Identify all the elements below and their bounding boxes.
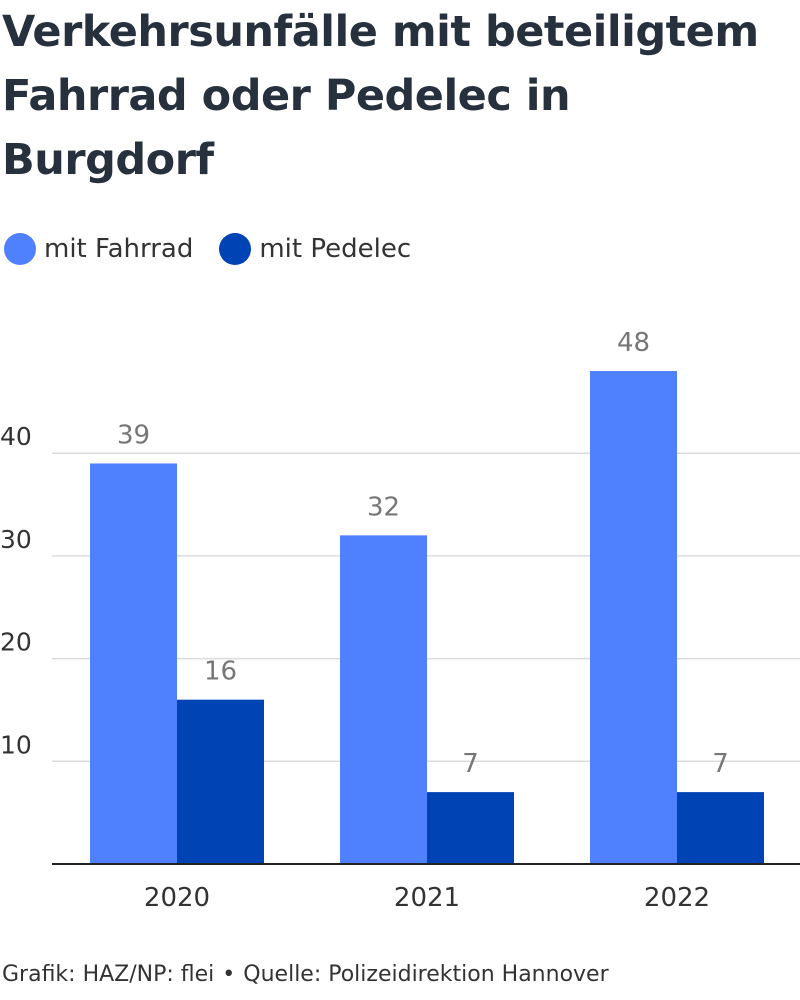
bar (590, 371, 677, 864)
legend-item-pedelec: mit Pedelec (219, 233, 411, 265)
bar (177, 699, 264, 864)
footer-credit: Grafik: HAZ/NP: flei (2, 962, 215, 987)
y-tick-label: 30 (0, 525, 32, 554)
data-label: 39 (117, 420, 150, 450)
data-label: 7 (712, 749, 729, 779)
y-tick-label: 10 (0, 730, 32, 759)
legend-label-pedelec: mit Pedelec (259, 234, 412, 264)
bar (677, 792, 764, 864)
x-tick-label: 2021 (394, 883, 460, 913)
legend: mit Fahrrad mit Pedelec (4, 226, 437, 272)
data-label: 7 (462, 749, 479, 779)
legend-swatch-fahrrad (4, 233, 36, 265)
y-tick-label: 40 (0, 422, 32, 451)
data-label: 32 (367, 492, 400, 522)
x-tick-label: 2020 (144, 883, 210, 913)
legend-item-fahrrad: mit Fahrrad (4, 233, 193, 265)
chart-title: Verkehrsunfälle mit beteiligtem Fahrrad … (2, 7, 759, 185)
legend-swatch-pedelec (219, 233, 252, 265)
y-tick-label: 20 (0, 628, 32, 657)
data-label: 16 (204, 657, 237, 687)
bar (427, 792, 514, 864)
bar (90, 463, 177, 864)
footer-source: Quelle: Polizeidirektion Hannover (243, 962, 609, 987)
footer: Grafik: HAZ/NP: flei • Quelle: Polizeidire… (2, 962, 609, 987)
data-label: 48 (617, 328, 650, 358)
bar (340, 535, 427, 864)
bar-chart: 10 20 30 40 39 16 2020 32 7 2021 48 7 2022 (0, 328, 800, 913)
footer-separator: • (222, 962, 236, 987)
x-tick-label: 2022 (644, 883, 710, 913)
legend-label-fahrrad: mit Fahrrad (44, 234, 194, 264)
